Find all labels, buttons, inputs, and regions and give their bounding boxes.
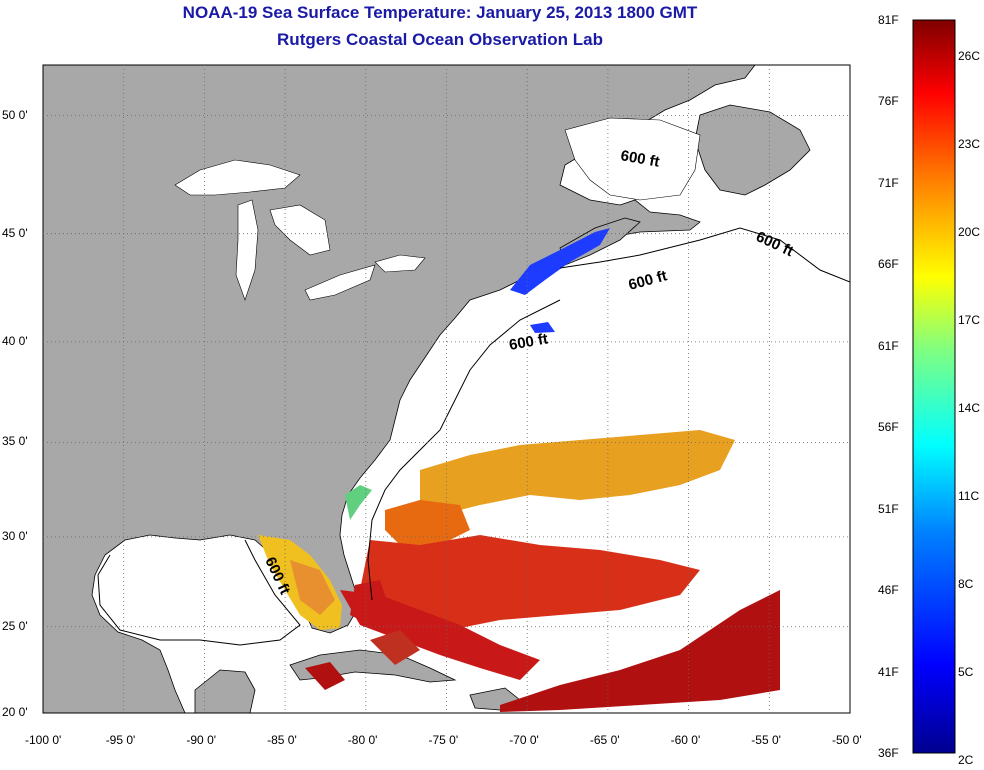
colorbar	[912, 19, 956, 754]
newfoundland	[694, 104, 811, 196]
lake-erie	[304, 264, 376, 301]
colorbar-fahrenheit-label: 46F	[878, 583, 899, 598]
lat-tick-label: 20 0'	[2, 705, 28, 719]
sst-data	[258, 228, 780, 712]
colorbar-fahrenheit-label: 51F	[878, 501, 899, 516]
isobath-label-mid-atlantic: 600 ft	[508, 330, 550, 354]
colorbar-fahrenheit-label: 66F	[878, 257, 899, 272]
colorbar-celsius-label: 2C	[958, 752, 974, 767]
isobath-600ft-line-south	[367, 299, 561, 601]
gulf-st-lawrence	[564, 117, 701, 201]
map-subtitle: Rutgers Coastal Ocean Observation Lab	[277, 30, 603, 49]
lon-tick-label: -55 0'	[751, 733, 781, 747]
colorbar-celsius-label: 8C	[958, 576, 974, 591]
lon-tick-label: -90 0'	[186, 733, 217, 747]
lat-lon-grid	[43, 65, 850, 713]
colorbar-celsius-label: 14C	[958, 400, 981, 415]
lon-tick-label: -60 0'	[670, 733, 701, 747]
lon-tick-label: -75 0'	[428, 733, 459, 747]
colorbar-celsius-label: 26C	[958, 48, 981, 63]
lon-tick-label: -85 0'	[267, 733, 297, 747]
lon-tick-label: -70 0'	[509, 733, 539, 747]
colorbar-celsius-label: 11C	[958, 488, 980, 503]
colorbar-celsius-label: 17C	[958, 312, 981, 327]
lat-tick-label: 50 0'	[2, 107, 28, 122]
lat-tick-label: 25 0'	[2, 618, 28, 633]
lat-tick-label: 35 0'	[2, 434, 28, 449]
north-america-land	[43, 65, 756, 713]
lon-tick-label: -100 0'	[25, 733, 62, 747]
lat-tick-label: 30 0'	[2, 528, 28, 543]
colorbar-celsius-label: 20C	[958, 224, 981, 239]
colorbar-fahrenheit-label: 76F	[878, 94, 899, 109]
lat-tick-label: 40 0'	[2, 333, 28, 348]
lon-tick-label: -65 0'	[589, 733, 620, 747]
lake-ontario	[374, 254, 426, 273]
colorbar-fahrenheit-label: 56F	[878, 420, 899, 435]
isobath-label-gulf-of-st-lawrence: 600 ft	[619, 147, 661, 171]
colorbar-celsius-label: 23C	[958, 136, 981, 151]
colorbar-fahrenheit-label: 61F	[878, 338, 899, 353]
colorbar-fahrenheit-label: 41F	[878, 664, 899, 679]
yucatan	[194, 669, 256, 713]
isobath-600ft-gulf	[97, 539, 301, 646]
lake-superior	[174, 159, 301, 196]
colorbar-fahrenheit-label: 71F	[878, 175, 899, 190]
map-title: NOAA-19 Sea Surface Temperature: January…	[182, 3, 698, 22]
lon-tick-label: -95 0'	[105, 733, 136, 747]
lake-michigan	[235, 199, 259, 301]
colorbar-fahrenheit-label: 81F	[878, 13, 899, 27]
colorbar-fahrenheit-label: 36F	[878, 746, 899, 760]
lon-tick-label: -50 0'	[832, 733, 862, 747]
lon-tick-label: -80 0'	[347, 733, 378, 747]
colorbar-celsius-label: 5C	[958, 664, 974, 679]
lat-tick-label: 45 0'	[2, 225, 28, 240]
